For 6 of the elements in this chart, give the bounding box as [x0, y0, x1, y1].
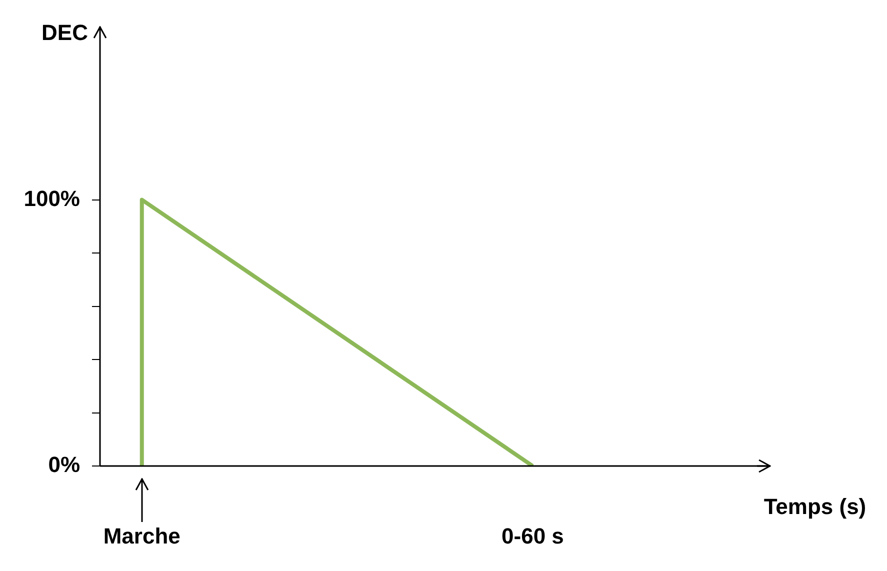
y-axis-title: DEC	[42, 20, 88, 46]
x-axis-title: Temps (s)	[764, 494, 866, 520]
y-tick-label: 100%	[24, 186, 80, 211]
y-tick-label: 0%	[48, 452, 80, 478]
x-tick-label: Marche	[103, 523, 180, 548]
x-tick-label: 0-60 s	[502, 523, 564, 548]
